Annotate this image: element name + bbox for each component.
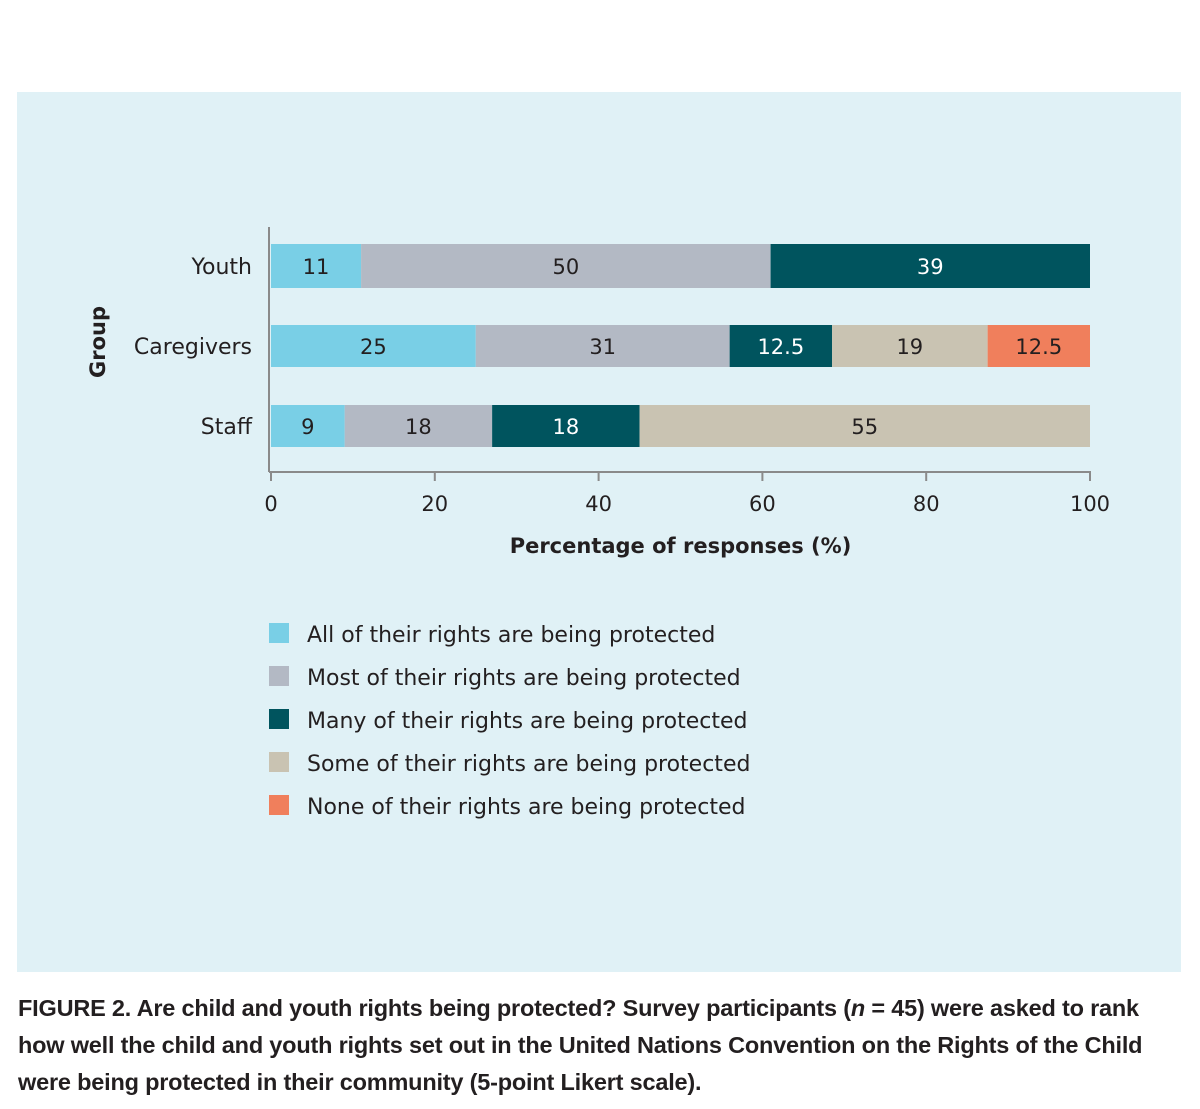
x-tick-label: 100: [1070, 492, 1110, 516]
data-label: 19: [896, 335, 923, 359]
legend-swatch: [269, 709, 289, 729]
legend-swatch: [269, 623, 289, 643]
bar-segment: [475, 325, 730, 367]
y-axis-title: Group: [86, 306, 110, 378]
legend-swatch: [269, 752, 289, 772]
x-tick-label: 60: [749, 492, 776, 516]
data-label: 25: [360, 335, 387, 359]
bar-segment: [271, 325, 476, 367]
bar-segment: [832, 325, 988, 367]
bar-segment: [729, 325, 833, 367]
x-tick-label: 20: [421, 492, 448, 516]
data-label: 55: [851, 415, 878, 439]
data-label: 12.5: [1015, 335, 1062, 359]
y-category-label: Caregivers: [134, 335, 252, 360]
bar-segment: [361, 244, 771, 288]
data-label: 18: [405, 415, 432, 439]
x-axis-title: Percentage of responses (%): [510, 534, 852, 558]
legend-label: All of their rights are being protected: [307, 623, 715, 648]
bar-segment: [770, 244, 1090, 288]
figure-caption: FIGURE 2. Are child and youth rights bei…: [18, 990, 1188, 1101]
stacked-bar-chart: 0 20 40 60 80 100 Youth 11 50 39 Caregivers 25 31 12.…: [86, 227, 1110, 820]
legend-label: None of their rights are being protected: [307, 795, 745, 820]
data-label: 11: [303, 255, 330, 279]
legend-label: Some of their rights are being protected: [307, 752, 750, 777]
bar-segment: [271, 405, 345, 447]
caption-n-symbol: n: [850, 995, 866, 1021]
data-label: 50: [552, 255, 579, 279]
legend-swatch: [269, 666, 289, 686]
data-label: 9: [301, 415, 314, 439]
x-tick-label: 80: [913, 492, 940, 516]
data-label: 18: [552, 415, 579, 439]
x-tick-label: 40: [585, 492, 612, 516]
y-category-label: Staff: [201, 415, 253, 440]
bar-segment: [344, 405, 493, 447]
legend-swatch: [269, 795, 289, 815]
legend-label: Many of their rights are being protected: [307, 709, 747, 734]
bar-segment: [987, 325, 1090, 367]
caption-text-1: Are child and youth rights being protect…: [131, 995, 852, 1021]
chart-panel: [17, 92, 1181, 972]
y-category-label: Youth: [191, 255, 253, 280]
bar-segment: [492, 405, 640, 447]
bar-segment: [271, 244, 362, 288]
data-label: 31: [589, 335, 616, 359]
data-label: 39: [917, 255, 944, 279]
legend-label: Most of their rights are being protected: [307, 666, 741, 691]
bar-segment: [639, 405, 1090, 447]
caption-text-2: = 45) were asked to rank how well the ch…: [18, 995, 1143, 1095]
figure-label: FIGURE 2.: [18, 995, 132, 1021]
x-tick-label: 0: [264, 492, 277, 516]
data-label: 12.5: [757, 335, 804, 359]
